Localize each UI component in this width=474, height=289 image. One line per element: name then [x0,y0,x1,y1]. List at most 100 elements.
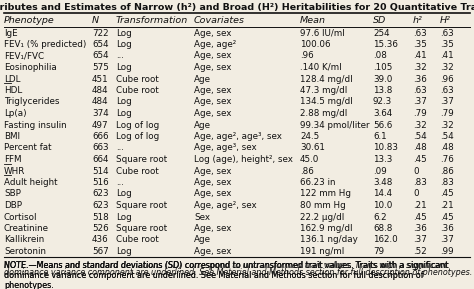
Text: .52: .52 [413,247,427,256]
Text: 6.1: 6.1 [373,132,387,141]
Text: 13.3: 13.3 [373,155,392,164]
Text: .86: .86 [300,166,314,175]
Text: .36: .36 [440,224,454,233]
Text: .96: .96 [300,51,314,60]
Text: Log: Log [116,97,132,107]
Text: 654: 654 [92,40,109,49]
Text: Age: Age [194,236,211,244]
Text: 97.6 IU/ml: 97.6 IU/ml [300,29,345,38]
Text: .99: .99 [440,247,454,256]
Text: .63: .63 [413,86,427,95]
Text: 136.1 ng/day: 136.1 ng/day [300,236,358,244]
Text: 0: 0 [413,190,419,199]
Text: 56.6: 56.6 [373,121,392,129]
Text: FEV₁ (% predicted): FEV₁ (% predicted) [4,40,86,49]
Text: .105: .105 [373,63,392,72]
Text: ...: ... [116,144,124,153]
Text: Lp(a): Lp(a) [4,109,27,118]
Text: Sex: Sex [194,212,210,221]
Text: .45: .45 [413,212,427,221]
Text: Triglycerides: Triglycerides [4,97,60,107]
Text: 80 mm Hg: 80 mm Hg [300,201,346,210]
Text: Square root: Square root [116,224,167,233]
Text: Percent fat: Percent fat [4,144,52,153]
Text: .41: .41 [440,51,454,60]
Text: .09: .09 [373,166,387,175]
Text: .37: .37 [413,236,427,244]
Text: Transformation: Transformation [116,16,188,25]
Text: Age: Age [194,121,211,129]
Text: dominance variance component are underlined. See Material and Methods section fo: dominance variance component are underli… [4,268,472,277]
Text: .21: .21 [440,201,454,210]
Text: .83: .83 [440,178,454,187]
Text: Kallikrein: Kallikrein [4,236,44,244]
Text: h²: h² [413,16,423,25]
Text: IgE: IgE [4,29,18,38]
Text: 128.4 mg/dl: 128.4 mg/dl [300,75,353,84]
Text: 3.64: 3.64 [373,109,392,118]
Text: Log: Log [116,212,132,221]
Text: .37: .37 [440,236,454,244]
Text: .35: .35 [413,40,427,49]
Text: .140 K/ml: .140 K/ml [300,63,342,72]
Text: Log: Log [116,63,132,72]
Text: .32: .32 [413,63,427,72]
Text: 484: 484 [92,97,109,107]
Text: 10.0: 10.0 [373,201,392,210]
Text: 374: 374 [92,109,109,118]
Text: 663: 663 [92,144,109,153]
Text: Square root: Square root [116,201,167,210]
Text: .54: .54 [413,132,427,141]
Text: Age, sex: Age, sex [194,29,231,38]
Text: 79: 79 [373,247,384,256]
Text: 22.2 μg/dl: 22.2 μg/dl [300,212,344,221]
Text: Log: Log [116,40,132,49]
Text: Age, sex: Age, sex [194,247,231,256]
Text: .63: .63 [413,29,427,38]
Text: 451: 451 [92,75,109,84]
Text: Age, sex: Age, sex [194,51,231,60]
Text: .37: .37 [413,97,427,107]
Text: Age: Age [194,75,211,84]
Text: Age, sex: Age, sex [194,166,231,175]
Text: Log (age), height², sex: Log (age), height², sex [194,155,293,164]
Text: 654: 654 [92,51,109,60]
Text: 14.4: 14.4 [373,190,392,199]
Text: 666: 666 [92,132,109,141]
Text: Age, sex: Age, sex [194,109,231,118]
Text: Cube root: Cube root [116,166,159,175]
Text: SBP: SBP [4,190,21,199]
Text: ...: ... [116,178,124,187]
Text: WHR: WHR [4,166,26,175]
Text: Adult height: Adult height [4,178,57,187]
Text: Age, sex: Age, sex [194,224,231,233]
Text: 623: 623 [92,201,109,210]
Text: .36: .36 [413,224,427,233]
Text: LDL: LDL [4,75,20,84]
Text: BMI: BMI [4,132,20,141]
Text: .54: .54 [440,132,454,141]
Text: 3.48: 3.48 [373,178,392,187]
Text: 484: 484 [92,86,109,95]
Text: Age, sex: Age, sex [194,178,231,187]
Text: Cube root: Cube root [116,236,159,244]
Text: Eosinophilia: Eosinophilia [4,63,57,72]
Text: 100.06: 100.06 [300,40,330,49]
Text: NOTE.—Means and standard deviations (SD) correspond to untransformed trait value: NOTE.—Means and standard deviations (SD)… [4,260,447,270]
Text: 0: 0 [413,166,419,175]
Text: 518: 518 [92,212,109,221]
Text: 575: 575 [92,63,109,72]
Text: 567: 567 [92,247,109,256]
Text: 45.0: 45.0 [300,155,319,164]
Text: .45: .45 [440,190,454,199]
Text: 24.5: 24.5 [300,132,319,141]
Text: 6.2: 6.2 [373,212,387,221]
Text: Age, sex: Age, sex [194,97,231,107]
Text: DBP: DBP [4,201,22,210]
Text: 516: 516 [92,178,109,187]
Text: Phenotype: Phenotype [4,16,55,25]
Text: Log of log: Log of log [116,121,159,129]
Text: 15.36: 15.36 [373,40,398,49]
Text: Creatinine: Creatinine [4,224,49,233]
Text: Cortisol: Cortisol [4,212,37,221]
